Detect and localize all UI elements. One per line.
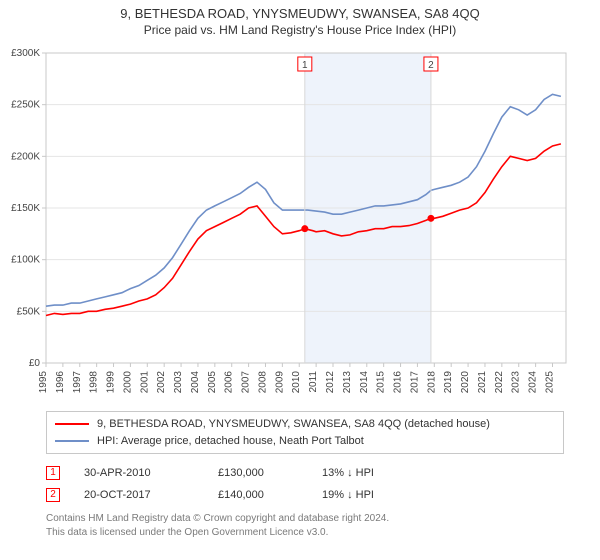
xtick-label: 2015 bbox=[376, 371, 387, 394]
xtick-label: 2006 bbox=[224, 371, 235, 394]
transaction-row: 2 20-OCT-2017 £140,000 19% ↓ HPI bbox=[46, 484, 564, 506]
legend-swatch bbox=[55, 423, 89, 425]
xtick-label: 2016 bbox=[393, 371, 404, 394]
xtick-label: 2010 bbox=[291, 371, 302, 394]
transaction-date: 30-APR-2010 bbox=[84, 467, 194, 479]
xtick-label: 2024 bbox=[528, 371, 539, 394]
chart-svg: £0 £50K £100K £150K £200K £250K £300K 1995 1996 1… bbox=[0, 45, 600, 405]
ytick-label: £100K bbox=[11, 255, 40, 266]
xtick-label: 2023 bbox=[511, 371, 522, 394]
chart: £0 £50K £100K £150K £200K £250K £300K 1995 1996 1… bbox=[0, 45, 600, 405]
xtick-label: 2001 bbox=[139, 371, 150, 394]
xtick-label: 2003 bbox=[173, 371, 184, 394]
marker-badge-label: 1 bbox=[302, 60, 308, 71]
ytick-label: £200K bbox=[11, 151, 40, 162]
legend: 9, BETHESDA ROAD, YNYSMEUDWY, SWANSEA, S… bbox=[46, 411, 564, 454]
transaction-badge: 1 bbox=[46, 466, 60, 480]
title-sub: Price paid vs. HM Land Registry's House … bbox=[0, 23, 600, 37]
title-main: 9, BETHESDA ROAD, YNYSMEUDWY, SWANSEA, S… bbox=[0, 6, 600, 21]
legend-swatch bbox=[55, 440, 89, 442]
ytick-label: £250K bbox=[11, 100, 40, 111]
xtick-label: 2012 bbox=[325, 371, 336, 394]
transaction-date: 20-OCT-2017 bbox=[84, 489, 194, 501]
legend-label: 9, BETHESDA ROAD, YNYSMEUDWY, SWANSEA, S… bbox=[97, 416, 490, 433]
ytick-label: £50K bbox=[17, 306, 41, 317]
ytick-label: £150K bbox=[11, 203, 40, 214]
transaction-row: 1 30-APR-2010 £130,000 13% ↓ HPI bbox=[46, 462, 564, 484]
xtick-label: 1996 bbox=[55, 371, 66, 394]
footer-line1: Contains HM Land Registry data © Crown c… bbox=[46, 512, 564, 526]
transaction-price: £130,000 bbox=[218, 467, 298, 479]
xtick-label: 2018 bbox=[426, 371, 437, 394]
title-block: 9, BETHESDA ROAD, YNYSMEUDWY, SWANSEA, S… bbox=[0, 0, 600, 45]
xtick-label: 2025 bbox=[544, 371, 555, 394]
marker-badge-label: 2 bbox=[428, 60, 434, 71]
xtick-label: 1998 bbox=[89, 371, 100, 394]
transactions-table: 1 30-APR-2010 £130,000 13% ↓ HPI 2 20-OCT-201… bbox=[46, 462, 564, 506]
xtick-label: 2004 bbox=[190, 371, 201, 394]
xtick-label: 2022 bbox=[494, 371, 505, 394]
marker-dot bbox=[427, 215, 434, 222]
footer-line2: This data is licensed under the Open Gov… bbox=[46, 526, 564, 540]
xtick-label: 2007 bbox=[241, 371, 252, 394]
xtick-label: 2019 bbox=[443, 371, 454, 394]
xtick-label: 2014 bbox=[359, 371, 370, 394]
transaction-diff: 19% ↓ HPI bbox=[322, 489, 412, 501]
xtick-label: 2000 bbox=[122, 371, 133, 394]
xtick-label: 2017 bbox=[409, 371, 420, 394]
transaction-price: £140,000 bbox=[218, 489, 298, 501]
xtick-label: 1995 bbox=[38, 371, 49, 394]
ytick-label: £300K bbox=[11, 48, 40, 59]
marker-dot bbox=[301, 225, 308, 232]
xtick-label: 1997 bbox=[72, 371, 83, 394]
xtick-label: 2009 bbox=[274, 371, 285, 394]
xtick-label: 1999 bbox=[106, 371, 117, 394]
xtick-label: 2013 bbox=[342, 371, 353, 394]
xtick-label: 2002 bbox=[156, 371, 167, 394]
ytick-label: £0 bbox=[29, 358, 41, 369]
xtick-label: 2008 bbox=[257, 371, 268, 394]
transaction-badge: 2 bbox=[46, 488, 60, 502]
xtick-label: 2005 bbox=[207, 371, 218, 394]
transaction-diff: 13% ↓ HPI bbox=[322, 467, 412, 479]
legend-row: 9, BETHESDA ROAD, YNYSMEUDWY, SWANSEA, S… bbox=[55, 416, 555, 433]
xtick-label: 2011 bbox=[308, 371, 319, 393]
xtick-label: 2020 bbox=[460, 371, 471, 394]
xtick-label: 2021 bbox=[477, 371, 488, 394]
legend-label: HPI: Average price, detached house, Neat… bbox=[97, 433, 364, 450]
legend-row: HPI: Average price, detached house, Neat… bbox=[55, 433, 555, 450]
footer: Contains HM Land Registry data © Crown c… bbox=[46, 512, 564, 539]
